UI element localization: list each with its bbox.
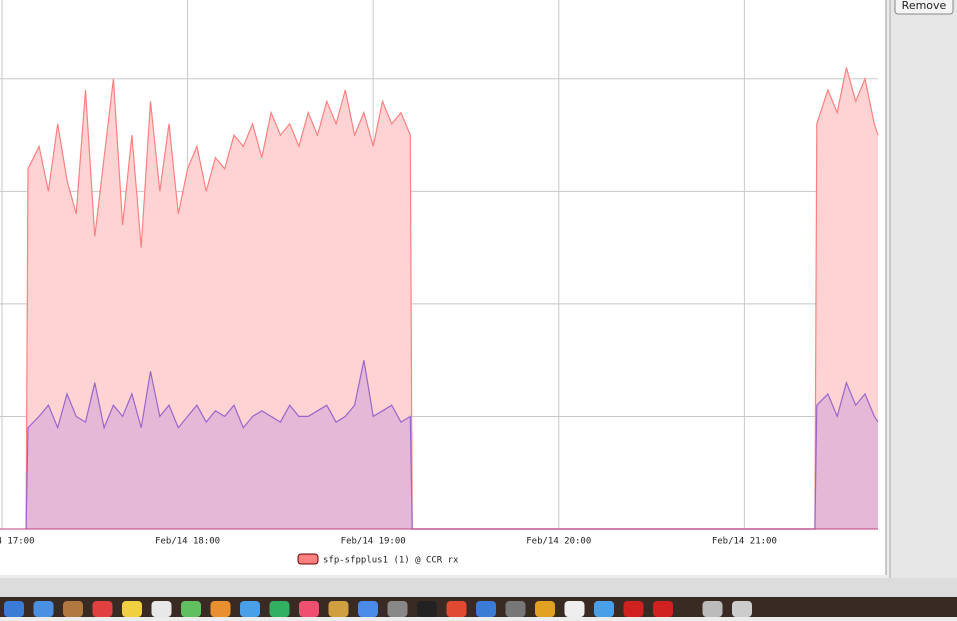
dock-icon — [63, 601, 83, 617]
status-bar — [0, 578, 957, 597]
dock-icon — [210, 601, 231, 617]
dock-icon — [299, 601, 319, 617]
dock-icon — [92, 601, 113, 617]
x-tick-label: Feb/14 19:00 — [341, 537, 406, 547]
dock-icon — [33, 601, 54, 617]
dock-icon — [594, 601, 614, 617]
dock-icon — [702, 601, 723, 617]
dock-icon — [446, 601, 467, 617]
legend-label: sfp-sfpplus1 (1) @ CCR rx — [323, 556, 459, 566]
dock-icon — [387, 601, 408, 617]
dock-icon — [328, 601, 349, 617]
dock-icon — [240, 601, 260, 617]
dock-icon — [269, 601, 290, 617]
dock-icon — [653, 601, 673, 617]
dock-icon — [535, 601, 555, 617]
dock-icon — [181, 601, 201, 617]
dock-icon — [564, 601, 585, 617]
dock-icons — [4, 601, 752, 617]
plot: Feb/14 17:00 Feb/14 18:00 Feb/14 19:00 Feb/… — [0, 0, 879, 566]
side-panel — [890, 0, 957, 578]
dock-icon — [151, 601, 172, 617]
dock-icon — [4, 601, 24, 617]
remove-button-label[interactable]: Remove — [902, 0, 947, 12]
dock-icon — [623, 601, 644, 617]
x-tick-label: Feb/14 17:00 — [0, 537, 35, 547]
x-tick-label: Feb/14 18:00 — [155, 537, 220, 547]
dock-icon — [505, 601, 526, 617]
dock-icon — [417, 601, 437, 617]
area-fill — [26, 360, 879, 529]
remove-button[interactable] — [894, 0, 954, 15]
dock-icon — [476, 601, 496, 617]
x-tick-label: Feb/14 21:00 — [712, 537, 777, 547]
dock-icon — [358, 601, 378, 617]
dock-icon — [732, 601, 752, 617]
legend-swatch — [297, 553, 319, 565]
x-tick-label: Feb/14 20:00 — [526, 537, 591, 547]
area-fill — [26, 67, 879, 529]
dock-icon — [122, 601, 142, 617]
